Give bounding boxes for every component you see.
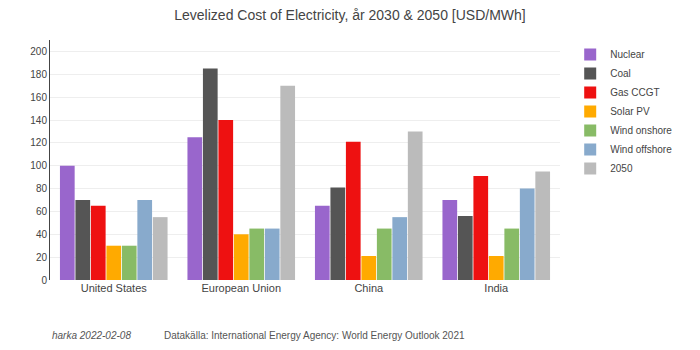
svg-text:120: 120 (30, 137, 47, 148)
svg-text:80: 80 (36, 183, 48, 194)
svg-text:20: 20 (36, 252, 48, 263)
svg-text:100: 100 (30, 160, 47, 171)
svg-text:Nuclear: Nuclear (610, 49, 645, 60)
svg-text:Coal: Coal (610, 68, 631, 79)
svg-text:2050: 2050 (610, 163, 633, 174)
svg-text:200: 200 (30, 46, 47, 57)
svg-text:160: 160 (30, 92, 47, 103)
svg-text:40: 40 (36, 229, 48, 240)
svg-text:Datakälla: International Energ: Datakälla: International Energy Agency: … (164, 330, 465, 341)
svg-text:140: 140 (30, 115, 47, 126)
svg-text:European Union: European Union (201, 282, 281, 294)
svg-text:0: 0 (41, 275, 47, 286)
svg-text:180: 180 (30, 69, 47, 80)
svg-text:United States: United States (81, 282, 148, 294)
svg-text:Wind onshore: Wind onshore (610, 125, 672, 136)
svg-text:Gas CCGT: Gas CCGT (610, 87, 659, 98)
svg-text:China: China (354, 282, 384, 294)
svg-text:Solar PV: Solar PV (610, 106, 650, 117)
svg-text:harka 2022-02-08: harka 2022-02-08 (52, 330, 131, 341)
svg-text:India: India (484, 282, 509, 294)
svg-text:Wind offshore: Wind offshore (610, 144, 672, 155)
svg-text:Levelized Cost of Electricity,: Levelized Cost of Electricity, år 2030 &… (174, 7, 525, 23)
svg-text:60: 60 (36, 206, 48, 217)
